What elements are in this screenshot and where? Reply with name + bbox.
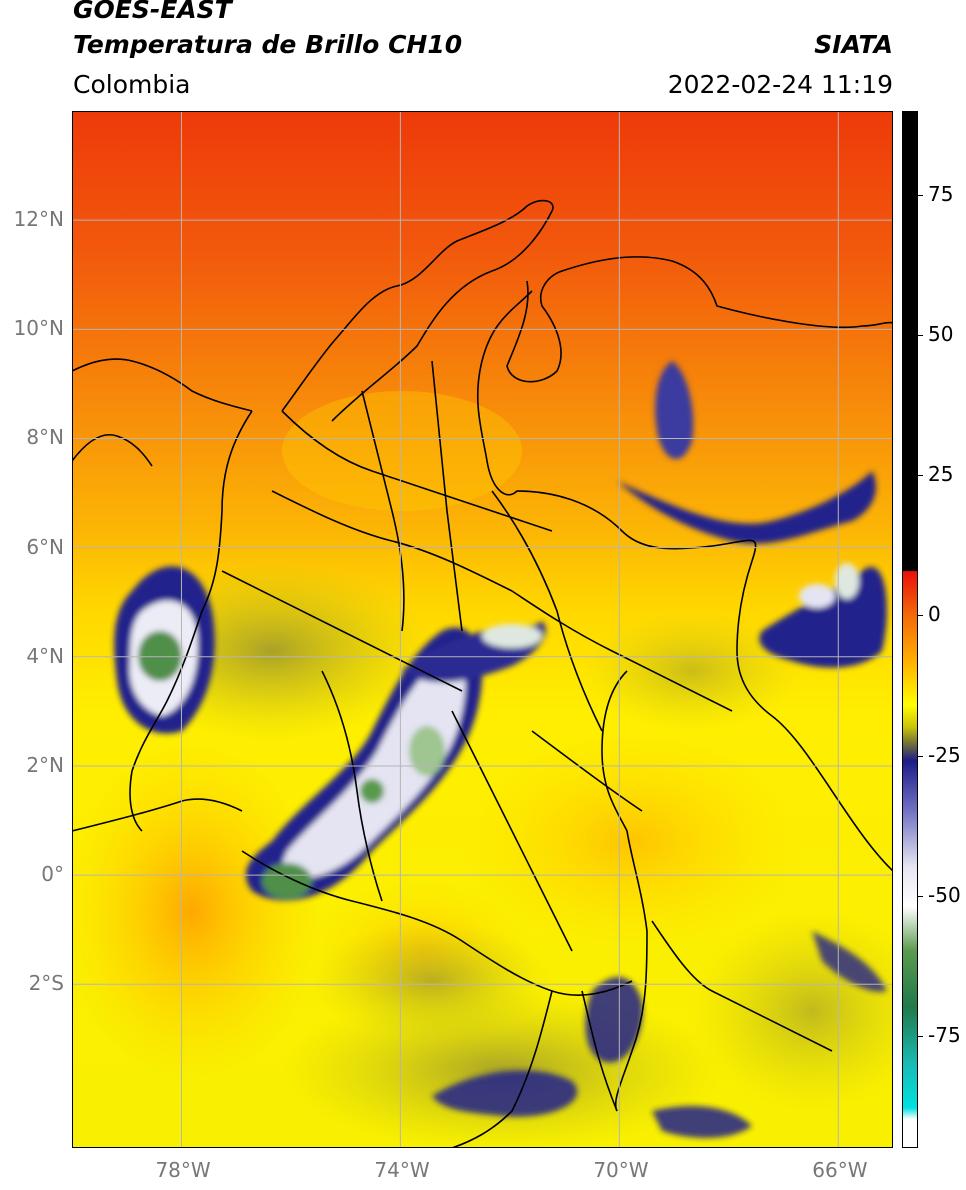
latitude-label: 8°N (26, 425, 64, 450)
region-label: Colombia (73, 70, 191, 99)
colorbar (902, 111, 918, 1148)
colorbar-tick-label: 50 (928, 322, 954, 347)
longitude-label: 78°W (155, 1158, 211, 1182)
map-frame (72, 111, 893, 1148)
longitude-label: 66°W (812, 1158, 868, 1182)
satellite-title: GOES-EAST (73, 0, 232, 24)
latitude-label: 4°N (26, 643, 64, 668)
longitude-label: 70°W (593, 1158, 649, 1182)
country-borders (72, 199, 893, 1148)
colorbar-tick (918, 615, 923, 617)
colorbar-tick-label: 0 (928, 602, 941, 627)
product-title: Temperatura de Brillo CH10 (73, 30, 463, 59)
colorbar-tick (918, 335, 923, 337)
latitude-label: 2°S (28, 971, 64, 996)
lat-lon-grid (72, 111, 893, 1148)
colorbar-tick-label: 25 (928, 462, 954, 487)
colorbar-tick-label: -75 (928, 1022, 961, 1047)
colorbar-tick-label: 75 (928, 182, 954, 207)
latitude-label: 12°N (13, 207, 64, 232)
latitude-label: 2°N (26, 752, 64, 777)
colorbar-tick-label: -50 (928, 882, 961, 907)
colorbar-tick (918, 475, 923, 477)
organization-label: SIATA (814, 30, 893, 59)
colorbar-tick (918, 195, 923, 197)
convective-clouds (114, 361, 887, 1138)
longitude-label: 74°W (374, 1158, 430, 1182)
colorbar-tick (918, 895, 923, 897)
colorbar-tick (918, 755, 923, 757)
latitude-label: 10°N (13, 316, 64, 341)
colorbar-tick-label: -25 (928, 742, 961, 767)
brightness-temperature-map (72, 111, 893, 1148)
latitude-label: 0° (41, 862, 64, 887)
colorbar-tick (918, 1035, 923, 1037)
timestamp-label: 2022-02-24 11:19 (667, 70, 893, 99)
latitude-label: 6°N (26, 534, 64, 559)
